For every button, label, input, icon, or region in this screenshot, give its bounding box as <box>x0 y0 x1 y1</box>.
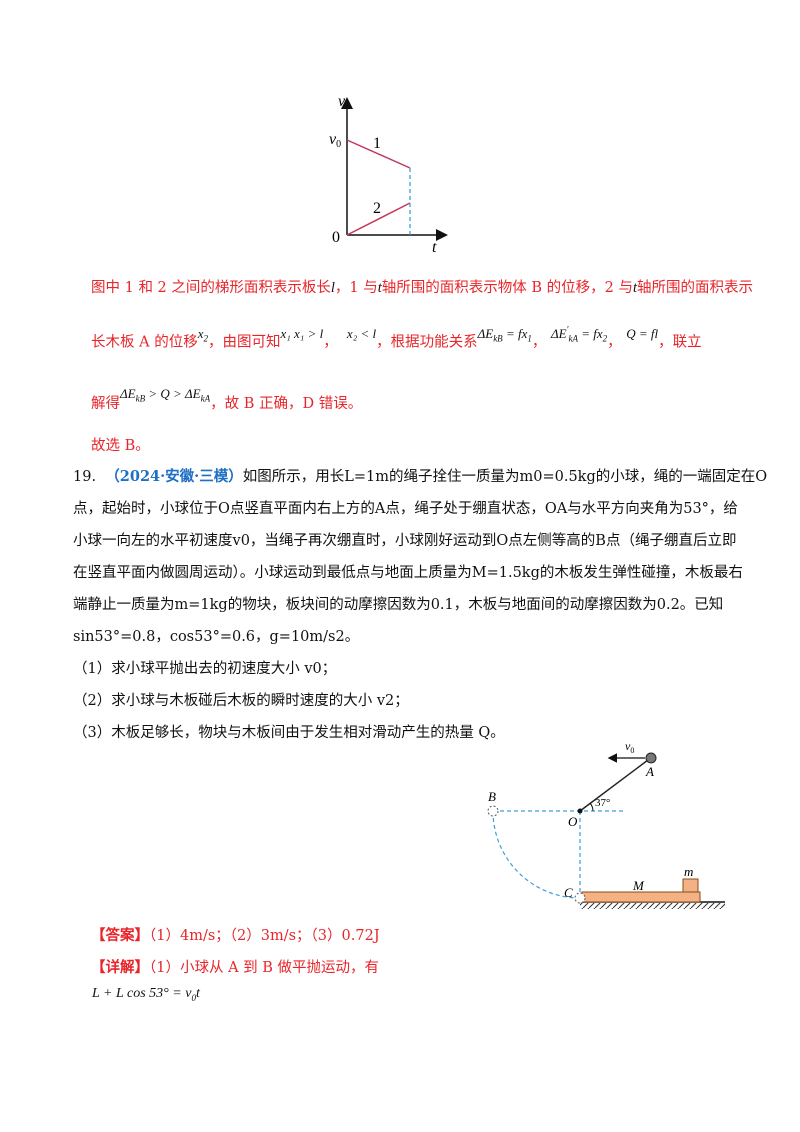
label-O: O <box>568 814 578 829</box>
line-1 <box>346 139 411 169</box>
label-C: C <box>564 885 573 900</box>
line2-label: 2 <box>373 200 381 217</box>
detail-tag: 【详解】 <box>91 959 149 976</box>
v0-label: v0 <box>329 131 341 150</box>
pendulum-figure: v0 A B O C M m 37° <box>487 740 725 909</box>
pivot-O <box>577 808 583 814</box>
question-line-3: 小球一向左的水平初速度v0，当绳子再次绷直时，小球刚好运动到O点左侧等高的B点（… <box>73 533 737 549</box>
angle-arc <box>589 802 594 812</box>
question-19: 19. （2024·安徽·三模）如图所示，用长L=1m的绳子拴住一质量为m0=0… <box>73 461 768 749</box>
question-line-5: 端静止一质量为m=1kg的物块，板块间的动摩擦因数为0.1，木板与地面间的动摩擦… <box>73 597 724 613</box>
block-m <box>682 878 699 893</box>
question-source: （2024·安徽·三模） <box>105 468 243 485</box>
axis-t-label: t <box>432 239 437 255</box>
angle-label: 37° <box>595 797 610 809</box>
detail-text: （1）小球从 A 到 B 做平抛运动，有 <box>149 960 380 976</box>
axis-v-label: v <box>338 93 346 110</box>
prev-solution-line1: 图中 1 和 2 之间的梯形面积表示板长l，1 与t轴所围的面积表示物体 B 的… <box>91 280 754 296</box>
question-line-6: sin53°=0.8，cos53°=0.6，g=10m/s2。 <box>73 629 360 645</box>
detail-equation: L + L cos 53° = v0t <box>92 986 200 1003</box>
line-2 <box>346 202 411 236</box>
label-A: A <box>645 764 654 779</box>
prev-solution-line3: 解得ΔEkB > Q > ΔEkA，故 B 正确，D 错误。 <box>91 386 363 412</box>
ball-position-B <box>487 805 499 817</box>
sub-question-1: （1）求小球平抛出去的初速度大小 v0； <box>73 661 337 677</box>
label-m: m <box>684 864 693 879</box>
answer-tag: 【答案】 <box>91 927 149 944</box>
vt-graph: v t v0 0 1 2 <box>329 93 448 255</box>
line1-label: 1 <box>373 135 381 152</box>
prev-solution-conclusion: 故选 B。 <box>91 438 150 454</box>
rope-OA <box>579 759 649 812</box>
question-line-4: 在竖直平面内做圆周运动）。小球运动到最低点与地面上质量为M=1.5kg的木板发生… <box>73 565 743 581</box>
prev-solution-line2: 长木板 A 的位移x2，由图可知x₁ x₁ > l， x₂ < l，根据功能关系… <box>91 325 702 351</box>
origin-label: 0 <box>332 229 340 246</box>
label-M: M <box>632 878 645 893</box>
v0-label: v0 <box>625 740 634 755</box>
question-line-2: 点，起始时，小球位于O点竖直平面内右上方的A点，绳子处于绷直状态，OA与水平方向… <box>73 501 738 517</box>
ball-A <box>645 752 657 764</box>
label-B: B <box>488 789 496 804</box>
answer-text: （1）4m/s；（2）3m/s；（3）0.72J <box>149 928 380 944</box>
question-line-1: 19. （2024·安徽·三模）如图所示，用长L=1m的绳子拴住一质量为m0=0… <box>73 468 768 485</box>
sub-question-3: （3）木板足够长，物块与木板间由于发生相对滑动产生的热量 Q。 <box>73 725 505 741</box>
question-number: 19. <box>73 469 97 485</box>
answer-line: 【答案】（1）4m/s；（2）3m/s；（3）0.72J <box>91 920 380 952</box>
ground-hatch <box>580 903 725 909</box>
sub-question-2: （2）求小球与木板碰后木板的瞬时速度的大小 v2； <box>73 693 409 709</box>
circular-path <box>492 810 581 899</box>
detail-line: 【详解】（1）小球从 A 到 B 做平抛运动，有 <box>91 952 379 984</box>
board-M <box>581 891 701 903</box>
ball-position-C <box>574 892 586 904</box>
